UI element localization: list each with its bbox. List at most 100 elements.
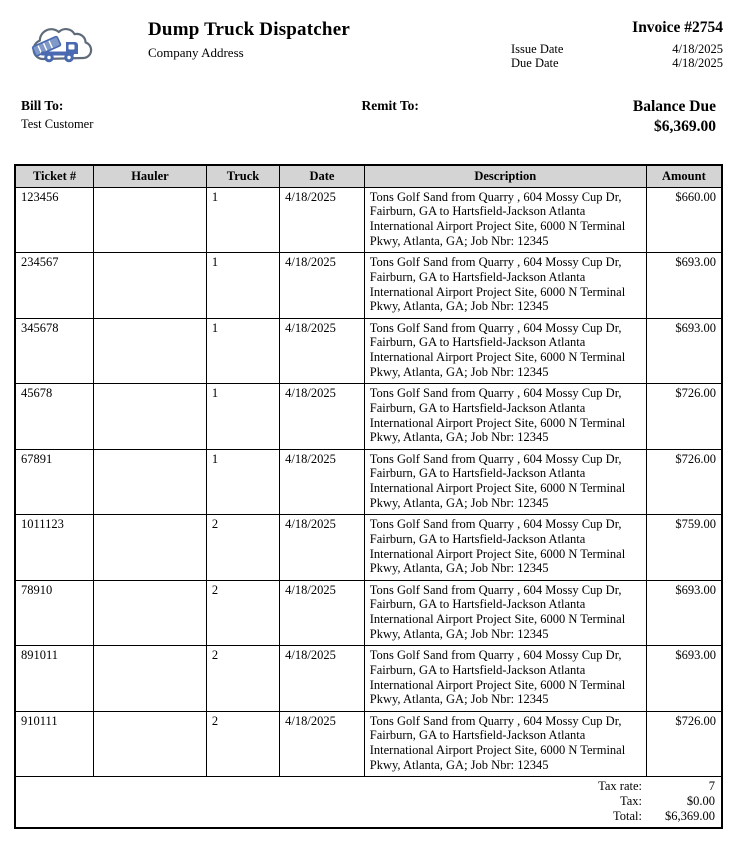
- col-header-amount: Amount: [645, 165, 721, 188]
- table-row: 910111 2 4/18/2025 Tons Golf Sand from Q…: [16, 710, 721, 778]
- issue-date-row: Issue Date 4/18/2025: [511, 42, 723, 56]
- total-label: Total:: [613, 809, 642, 824]
- col-header-ticket: Ticket #: [16, 165, 95, 188]
- hauler-cell: [93, 252, 207, 319]
- col-header-date: Date: [279, 165, 365, 188]
- amount-cell: $759.00: [645, 514, 721, 581]
- table-row: 78910 2 4/18/2025 Tons Golf Sand from Qu…: [16, 579, 721, 647]
- ticket-number-cell: 67891: [16, 448, 95, 516]
- truck-cell: 1: [205, 252, 281, 319]
- hauler-cell: [93, 579, 207, 647]
- hauler-cell: [93, 710, 207, 778]
- table-row: 123456 1 4/18/2025 Tons Golf Sand from Q…: [16, 186, 721, 254]
- total-value: $6,369.00: [665, 809, 715, 824]
- ticket-number-cell: 123456: [16, 186, 95, 254]
- tax-label: Tax:: [619, 794, 642, 809]
- amount-cell: $693.00: [645, 579, 721, 647]
- hauler-cell: [93, 448, 207, 516]
- description-cell: Tons Golf Sand from Quarry , 604 Mossy C…: [363, 186, 647, 254]
- bill-to-label: Bill To:: [21, 97, 64, 113]
- amount-cell: $660.00: [645, 186, 721, 254]
- amount-cell: $693.00: [645, 252, 721, 319]
- table-row: 67891 1 4/18/2025 Tons Golf Sand from Qu…: [16, 448, 721, 516]
- ticket-number-cell: 345678: [16, 317, 95, 385]
- company-address: Company Address: [148, 44, 244, 60]
- description-cell: Tons Golf Sand from Quarry , 604 Mossy C…: [363, 448, 647, 516]
- balance-due-amount: $6,369.00: [653, 117, 716, 135]
- truck-cell: 1: [205, 317, 281, 385]
- due-date-row: Due Date 4/18/2025: [511, 56, 723, 70]
- total-line: Total: $6,369.00: [22, 809, 715, 824]
- tickets-table: Ticket # Hauler Truck Date Description A…: [16, 165, 721, 778]
- issue-date-value: 4/18/2025: [672, 42, 723, 56]
- description-cell: Tons Golf Sand from Quarry , 604 Mossy C…: [363, 579, 647, 647]
- bill-to-name: Test Customer: [21, 116, 94, 131]
- table-row: 45678 1 4/18/2025 Tons Golf Sand from Qu…: [16, 383, 721, 450]
- tax-rate-value: 7: [708, 779, 715, 794]
- amount-cell: $693.00: [645, 645, 721, 712]
- date-cell: 4/18/2025: [279, 514, 365, 581]
- amount-cell: $726.00: [645, 710, 721, 778]
- tickets-table-wrapper: Ticket # Hauler Truck Date Description A…: [14, 163, 723, 830]
- amount-cell: $726.00: [645, 448, 721, 516]
- date-cell: 4/18/2025: [279, 252, 365, 319]
- date-cell: 4/18/2025: [279, 383, 365, 450]
- ticket-number-cell: 910111: [16, 710, 95, 778]
- hauler-cell: [93, 514, 207, 581]
- description-cell: Tons Golf Sand from Quarry , 604 Mossy C…: [363, 514, 647, 581]
- table-header-row: Ticket # Hauler Truck Date Description A…: [16, 165, 721, 188]
- company-title-block: Dump Truck Dispatcher Company Address: [148, 18, 350, 61]
- ticket-number-cell: 891011: [16, 645, 95, 712]
- amount-cell: $693.00: [645, 317, 721, 385]
- hauler-cell: [93, 317, 207, 385]
- balance-due-block: Balance Due $6,369.00: [528, 98, 716, 136]
- description-cell: Tons Golf Sand from Quarry , 604 Mossy C…: [363, 317, 647, 385]
- tax-line: Tax: $0.00: [22, 794, 715, 809]
- hauler-cell: [93, 645, 207, 712]
- due-date-label: Due Date: [511, 56, 559, 71]
- truck-cell: 2: [205, 579, 281, 647]
- due-date-value: 4/18/2025: [672, 56, 723, 71]
- hauler-cell: [93, 383, 207, 450]
- description-cell: Tons Golf Sand from Quarry , 604 Mossy C…: [363, 252, 647, 319]
- table-row: 891011 2 4/18/2025 Tons Golf Sand from Q…: [16, 645, 721, 712]
- ticket-number-cell: 1011123: [16, 514, 95, 581]
- col-header-hauler: Hauler: [93, 165, 207, 188]
- tax-value: $0.00: [686, 794, 715, 809]
- truck-cell: 2: [205, 514, 281, 581]
- col-header-truck: Truck: [205, 165, 281, 188]
- description-cell: Tons Golf Sand from Quarry , 604 Mossy C…: [363, 710, 647, 778]
- description-cell: Tons Golf Sand from Quarry , 604 Mossy C…: [363, 383, 647, 450]
- truck-cell: 1: [205, 448, 281, 516]
- truck-cell: 1: [205, 186, 281, 254]
- tax-rate-line: Tax rate: 7: [22, 779, 715, 794]
- parties-section: Bill To: Test Customer Remit To: Balance…: [14, 98, 723, 136]
- company-logo: [26, 18, 94, 70]
- issue-date-label: Issue Date: [511, 42, 564, 56]
- remit-to-label: Remit To:: [361, 97, 419, 113]
- company-name: Dump Truck Dispatcher: [148, 19, 350, 40]
- date-cell: 4/18/2025: [279, 645, 365, 712]
- remit-to-block: Remit To:: [362, 98, 529, 136]
- invoice-meta-block: Invoice #2754 Issue Date 4/18/2025 Due D…: [511, 18, 723, 71]
- truck-cell: 1: [205, 383, 281, 450]
- date-cell: 4/18/2025: [279, 448, 365, 516]
- table-row: 1011123 2 4/18/2025 Tons Golf Sand from …: [16, 514, 721, 581]
- invoice-header: Dump Truck Dispatcher Company Address In…: [14, 18, 723, 71]
- balance-due-label: Balance Due: [632, 97, 716, 115]
- amount-cell: $726.00: [645, 383, 721, 450]
- bill-to-block: Bill To: Test Customer: [21, 98, 362, 136]
- hauler-cell: [93, 186, 207, 254]
- date-cell: 4/18/2025: [279, 186, 365, 254]
- date-cell: 4/18/2025: [279, 317, 365, 385]
- truck-cell: 2: [205, 645, 281, 712]
- ticket-number-cell: 45678: [16, 383, 95, 450]
- ticket-number-cell: 78910: [16, 579, 95, 647]
- date-cell: 4/18/2025: [279, 710, 365, 778]
- tax-rate-label: Tax rate:: [598, 779, 642, 794]
- ticket-rows: 123456 1 4/18/2025 Tons Golf Sand from Q…: [16, 186, 721, 778]
- invoice-number: Invoice #2754: [632, 19, 723, 36]
- table-row: 234567 1 4/18/2025 Tons Golf Sand from Q…: [16, 252, 721, 319]
- dump-truck-cloud-icon: [31, 28, 93, 63]
